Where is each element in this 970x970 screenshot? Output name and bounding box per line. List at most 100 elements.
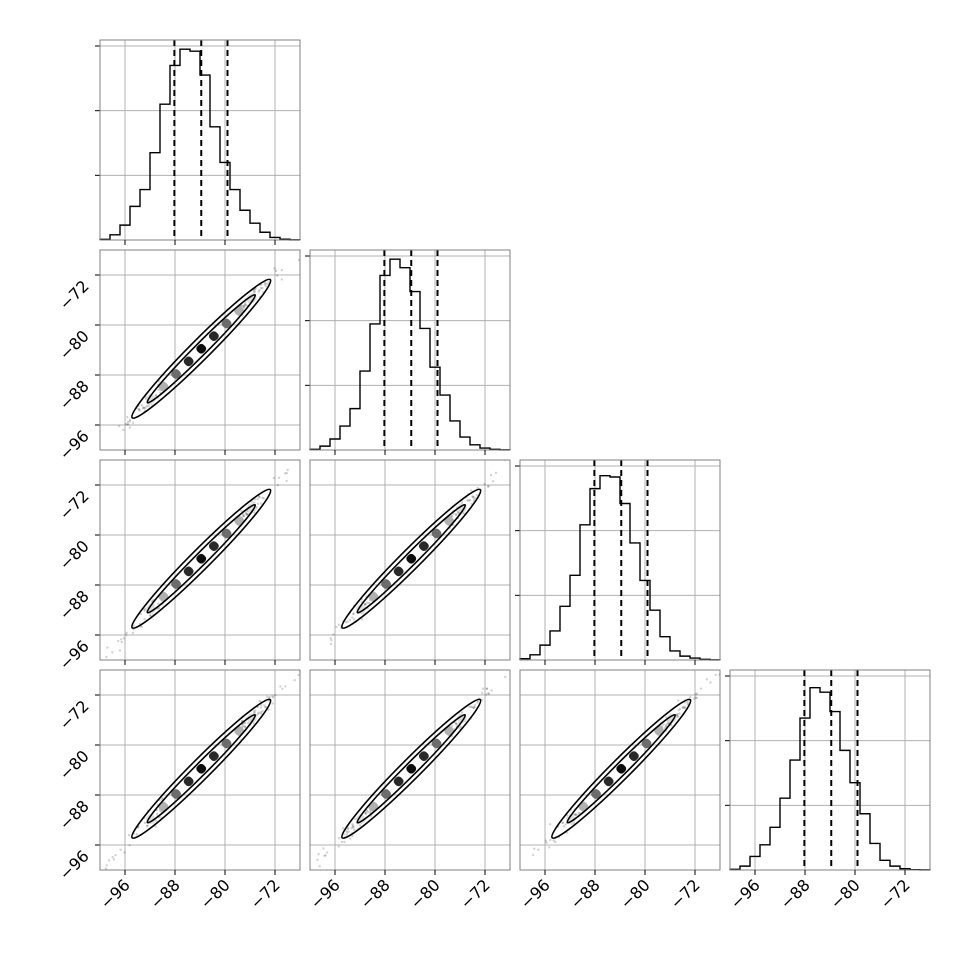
sample-point xyxy=(346,828,350,831)
density-cell xyxy=(355,604,366,615)
sample-point xyxy=(533,847,536,850)
scatter-panel-4-2 xyxy=(309,669,511,875)
density-cell xyxy=(246,503,257,514)
density-cell xyxy=(171,579,181,589)
sample-point xyxy=(105,864,108,867)
sample-points xyxy=(104,663,308,870)
contour-level-1 xyxy=(146,713,257,824)
sample-point xyxy=(454,723,458,726)
sample-point xyxy=(686,703,690,706)
sample-point xyxy=(243,304,246,307)
density-cell xyxy=(158,591,169,602)
density-cell xyxy=(431,528,442,539)
sample-point xyxy=(306,663,308,665)
y-tick-label: −96 xyxy=(56,636,93,673)
sample-point xyxy=(363,603,367,606)
density-cell xyxy=(196,763,207,774)
sample-point xyxy=(275,691,277,693)
x-tick-label: −88 xyxy=(147,875,184,912)
x-tick-label: −80 xyxy=(827,875,864,912)
sample-point xyxy=(116,639,120,643)
sample-point xyxy=(96,660,98,662)
sample-point xyxy=(285,472,289,475)
sample-point xyxy=(351,824,355,827)
sample-point xyxy=(160,796,164,800)
sample-point xyxy=(262,497,265,500)
y-tick-label: −88 xyxy=(56,376,93,413)
sample-point xyxy=(252,289,255,292)
histogram-step-line xyxy=(309,258,511,451)
x-tick-label: −96 xyxy=(307,875,344,912)
density-cell xyxy=(221,318,232,329)
sample-point xyxy=(485,687,489,691)
sample-point xyxy=(280,278,284,281)
panel-frame xyxy=(309,249,511,451)
sample-point xyxy=(554,840,557,844)
x-tick-label: −88 xyxy=(777,875,814,912)
sample-point xyxy=(675,713,679,717)
density-cell xyxy=(246,293,257,304)
sample-point xyxy=(127,834,131,837)
sample-point xyxy=(504,675,507,679)
y-tick-label: −80 xyxy=(56,536,93,573)
sample-point xyxy=(367,811,370,814)
x-tick-label: −72 xyxy=(667,875,704,912)
sample-point xyxy=(454,513,458,516)
sample-point xyxy=(341,827,345,830)
sample-point xyxy=(273,267,276,270)
sample-point xyxy=(266,695,269,699)
sample-point xyxy=(351,825,355,828)
sample-point xyxy=(297,258,300,262)
sample-point xyxy=(272,476,275,480)
sample-point xyxy=(561,821,564,825)
sample-point xyxy=(460,711,464,714)
sample-point xyxy=(258,496,261,499)
sample-point xyxy=(346,826,350,829)
sample-point xyxy=(242,513,245,517)
sample-point xyxy=(323,854,326,857)
x-tick-label: −80 xyxy=(197,875,234,912)
sample-point xyxy=(250,500,254,503)
sample-point xyxy=(676,715,680,718)
sample-point xyxy=(126,423,129,426)
sample-point xyxy=(561,821,565,824)
density-cell xyxy=(196,553,207,564)
sample-point xyxy=(325,851,329,854)
sample-point xyxy=(460,501,464,504)
panel-frame xyxy=(519,669,721,871)
sample-point xyxy=(682,706,685,709)
sample-point xyxy=(126,415,129,419)
y-tick-label: −88 xyxy=(56,796,93,833)
sample-point xyxy=(548,846,551,849)
sample-point xyxy=(309,666,311,668)
sample-point xyxy=(264,285,268,288)
sample-point xyxy=(469,705,473,709)
sample-point xyxy=(143,406,146,410)
x-tick-label: −96 xyxy=(727,875,764,912)
sample-point xyxy=(147,404,150,408)
contour-level-1 xyxy=(146,293,257,404)
sample-point xyxy=(263,704,266,707)
contour-level-2 xyxy=(341,698,482,839)
sample-point xyxy=(499,879,501,881)
sample-point xyxy=(159,391,162,394)
sample-point xyxy=(125,631,128,635)
contour-level-2 xyxy=(131,488,272,629)
sample-points xyxy=(96,468,289,662)
density-cell xyxy=(393,566,404,577)
panel-frame xyxy=(519,459,721,661)
sample-point xyxy=(252,288,256,292)
sample-point xyxy=(678,707,682,711)
sample-points xyxy=(499,673,720,881)
sample-point xyxy=(676,712,679,716)
sample-point xyxy=(142,406,145,409)
contour-level-2 xyxy=(551,698,692,839)
density-cell xyxy=(183,776,194,787)
sample-point xyxy=(367,601,371,605)
sample-point xyxy=(286,468,289,472)
sample-point xyxy=(258,288,261,292)
sample-point xyxy=(257,711,260,714)
sample-point xyxy=(693,697,696,700)
sample-point xyxy=(143,821,147,825)
sample-point xyxy=(259,706,263,709)
